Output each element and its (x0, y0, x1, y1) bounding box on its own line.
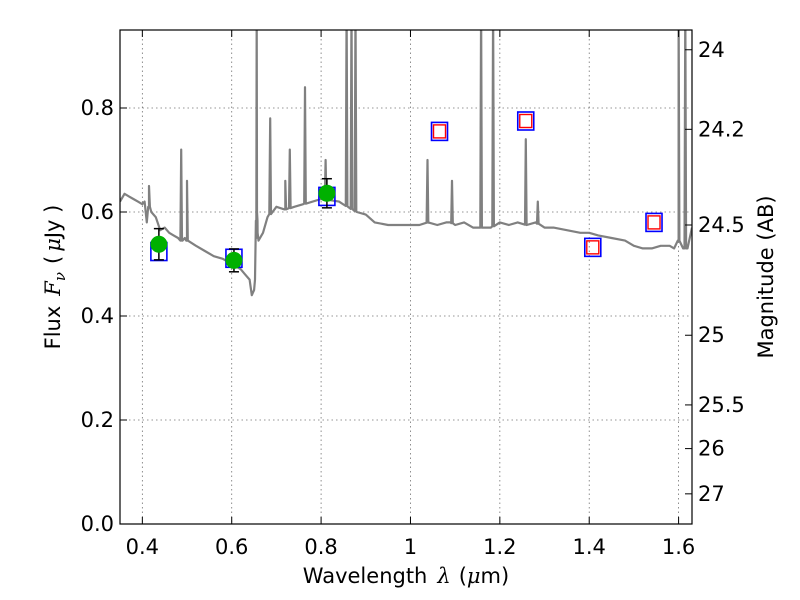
plot-frame (119, 29, 693, 525)
x-tick-label: 0.4 (126, 535, 159, 559)
y-tick-label: 0.4 (81, 304, 114, 328)
y2-tick-label: 24 (698, 38, 725, 62)
x-tick-label: 0.8 (304, 535, 337, 559)
y2-tick-label: 25 (698, 323, 725, 347)
model-photometry-square (516, 111, 535, 131)
y-axis-label: FluxFν(μJy ) (41, 205, 69, 350)
x-axis-label: Wavelength λ (μm) (303, 564, 509, 588)
y2-tick-label: 25.5 (698, 393, 745, 417)
y2-axis-label: Magnitude (AB) (754, 195, 778, 358)
model-photometry-square (430, 121, 449, 142)
photometry-markers (150, 111, 663, 273)
model-photometry-square (645, 212, 663, 233)
x-tick-label: 1.4 (573, 535, 606, 559)
upper-limit-square (432, 124, 447, 139)
observed-photometry-point (150, 235, 168, 253)
y-tick-label: 0.8 (81, 96, 114, 120)
model-photometry-square (583, 237, 602, 258)
x-tick-label: 1 (404, 535, 417, 559)
y-tick-label: 0.0 (81, 512, 114, 536)
observed-photometry-point (225, 251, 243, 269)
x-tick-label: 0.6 (215, 535, 248, 559)
upper-limit-square (647, 215, 661, 230)
y2-tick-label: 26 (698, 437, 725, 461)
axis-ticks: 0.4 0.6 0.8 1 1.2 1.4 1.6 0.0 0.2 0.4 0.6 0.8 24 24.2… (81, 30, 745, 559)
model-spectrum (120, 30, 692, 297)
y2-tick-label: 27 (698, 482, 725, 506)
y2-tick-label: 24.5 (698, 213, 745, 237)
observed-photometry-point (318, 184, 336, 202)
y2-tick-label: 24.2 (698, 117, 745, 141)
y-tick-label: 0.6 (81, 200, 114, 224)
y-tick-label: 0.2 (81, 408, 114, 432)
upper-limit-square (586, 240, 600, 255)
spectrum-line (120, 30, 692, 297)
plot-area (120, 30, 692, 297)
upper-limit-square (519, 113, 533, 129)
x-tick-label: 1.6 (662, 535, 695, 559)
x-tick-label: 1.2 (483, 535, 516, 559)
grid-lines (120, 30, 692, 525)
